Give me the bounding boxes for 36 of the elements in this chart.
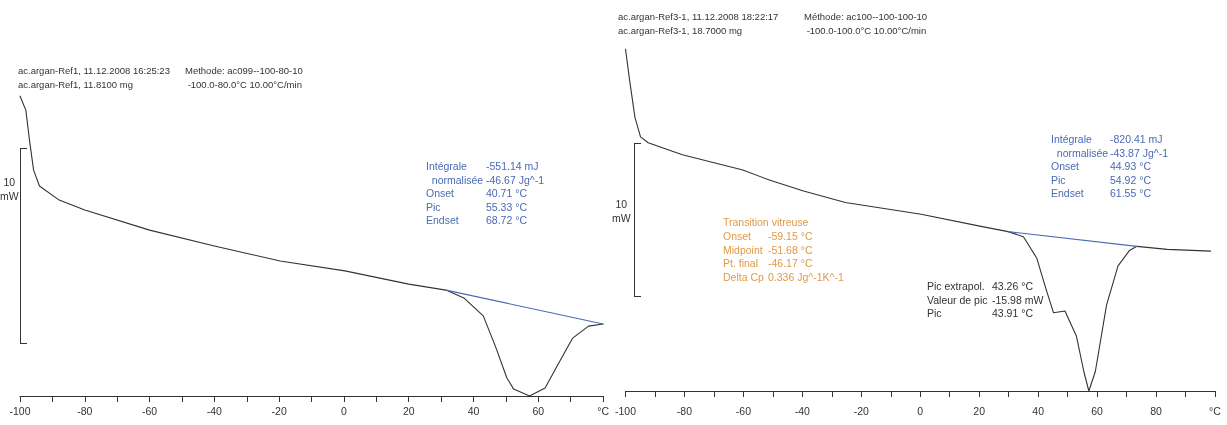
x-tick-label: -40 — [794, 404, 811, 417]
annotation: Transition vitreuse — [723, 216, 809, 230]
x-tick-label: -60 — [735, 404, 752, 417]
annotation: 43.26 °C -15.98 mW 43.91 °C — [992, 280, 1044, 321]
x-tick-label: 60 — [532, 404, 545, 417]
annotation: -59.15 °C -51.68 °C -46.17 °C 0.336 Jg^-1K^-1 — [768, 230, 844, 284]
annotation: Intégrale normalisée Onset Pic Endset — [426, 160, 484, 228]
x-tick-label: -60 — [141, 404, 158, 417]
x-tick-label: -80 — [676, 404, 693, 417]
x-tick-label: °C — [597, 404, 610, 417]
x-tick-label: 40 — [467, 404, 480, 417]
x-tick-label: °C — [1209, 404, 1222, 417]
x-tick-label: -20 — [853, 404, 870, 417]
x-tick-label: -100 — [615, 404, 637, 417]
annotation: Onset Midpoint Pt. final Delta Cp — [723, 230, 764, 284]
chart-subtitle: Méthode: ac100--100-100-10 -100.0-100.0°C 10.00°C/min — [804, 10, 928, 37]
x-tick-label: 60 — [1091, 404, 1104, 417]
x-tick-label: 80 — [1150, 404, 1163, 417]
y-axis-title: 10 mW — [0, 176, 19, 203]
x-tick-label: 20 — [402, 404, 415, 417]
x-tick-label: -80 — [77, 404, 93, 417]
chart-title: ac.argan-Ref3-1, 11.12.2008 18:22:17 ac.argan-Ref3-1, 18.7000 mg — [618, 10, 779, 37]
annotation: -551.14 mJ -46.67 Jg^-1 40.71 °C 55.33 °C 68.72 °C — [486, 160, 545, 228]
annotation: Pic extrapol. Valeur de pic Pic — [927, 280, 988, 321]
x-tick-label: 0 — [341, 404, 348, 417]
x-tick-label: 40 — [1032, 404, 1045, 417]
annotation: Intégrale normalisée Onset Pic Endset — [1051, 133, 1109, 201]
y-axis-title: 10 mW — [612, 198, 631, 225]
x-tick-label: -40 — [206, 404, 223, 417]
x-tick-label: -100 — [9, 404, 31, 417]
chart-subtitle: Methode: ac099--100-80-10 -100.0-80.0°C 10.00°C/min — [185, 64, 303, 91]
x-tick-label: 0 — [917, 404, 924, 417]
annotation: -820.41 mJ -43.87 Jg^-1 44.93 °C 54.92 °C 61.55 °C — [1110, 133, 1169, 201]
x-tick-label: -20 — [271, 404, 287, 417]
chart-title: ac.argan-Ref1, 11.12.2008 16:25:23 ac.argan-Ref1, 11.8100 mg — [18, 64, 170, 91]
x-tick-label: 20 — [973, 404, 986, 417]
